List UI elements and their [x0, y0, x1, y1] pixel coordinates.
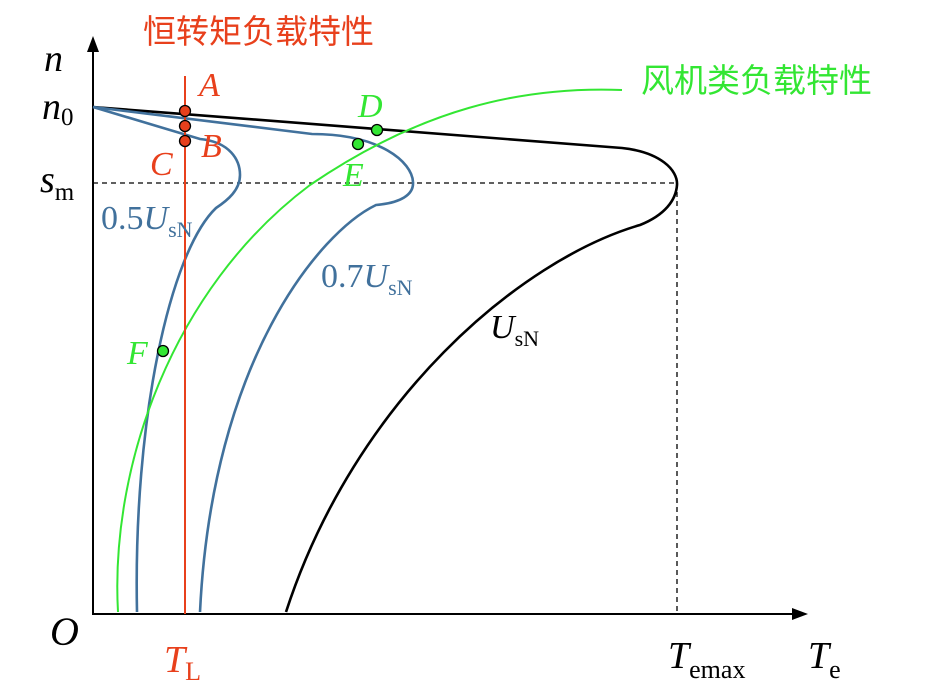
point-d-label: D [357, 88, 383, 125]
fan-load-title: 风机类负载特性 [641, 61, 872, 100]
n0-label: n0 [42, 86, 74, 131]
y-axis-label: n [44, 38, 63, 80]
u05-curve [92, 105, 242, 613]
x-axis-arrow [792, 608, 808, 620]
usn-curve-label: UsN [490, 309, 539, 351]
u07-curve-label: 0.7UsN [321, 258, 413, 300]
constant-torque-title: 恒转矩负载特性 [143, 12, 374, 51]
point-a-label: A [197, 67, 220, 104]
point-c-label: C [150, 146, 173, 183]
usn-curve [92, 105, 679, 613]
point-e-label: E [342, 157, 364, 194]
tl-label: TL [164, 639, 201, 686]
sm-label: sm [40, 159, 75, 206]
point-e-marker [351, 137, 365, 151]
point-a-marker [178, 104, 192, 118]
origin-label: O [50, 609, 79, 654]
fan-load-curve [116, 88, 623, 613]
temax-label: Temax [668, 635, 745, 684]
u05-curve-label: 0.5UsN [101, 200, 193, 242]
point-b-label: B [201, 128, 222, 165]
point-b-marker [178, 119, 192, 133]
x-axis-label: Te [808, 635, 841, 684]
point-d-marker [370, 123, 384, 137]
point-f-label: F [126, 335, 149, 372]
y-axis-arrow [87, 36, 99, 52]
point-c-marker [178, 134, 192, 148]
point-f-marker [156, 344, 170, 358]
u07-curve [92, 105, 415, 613]
